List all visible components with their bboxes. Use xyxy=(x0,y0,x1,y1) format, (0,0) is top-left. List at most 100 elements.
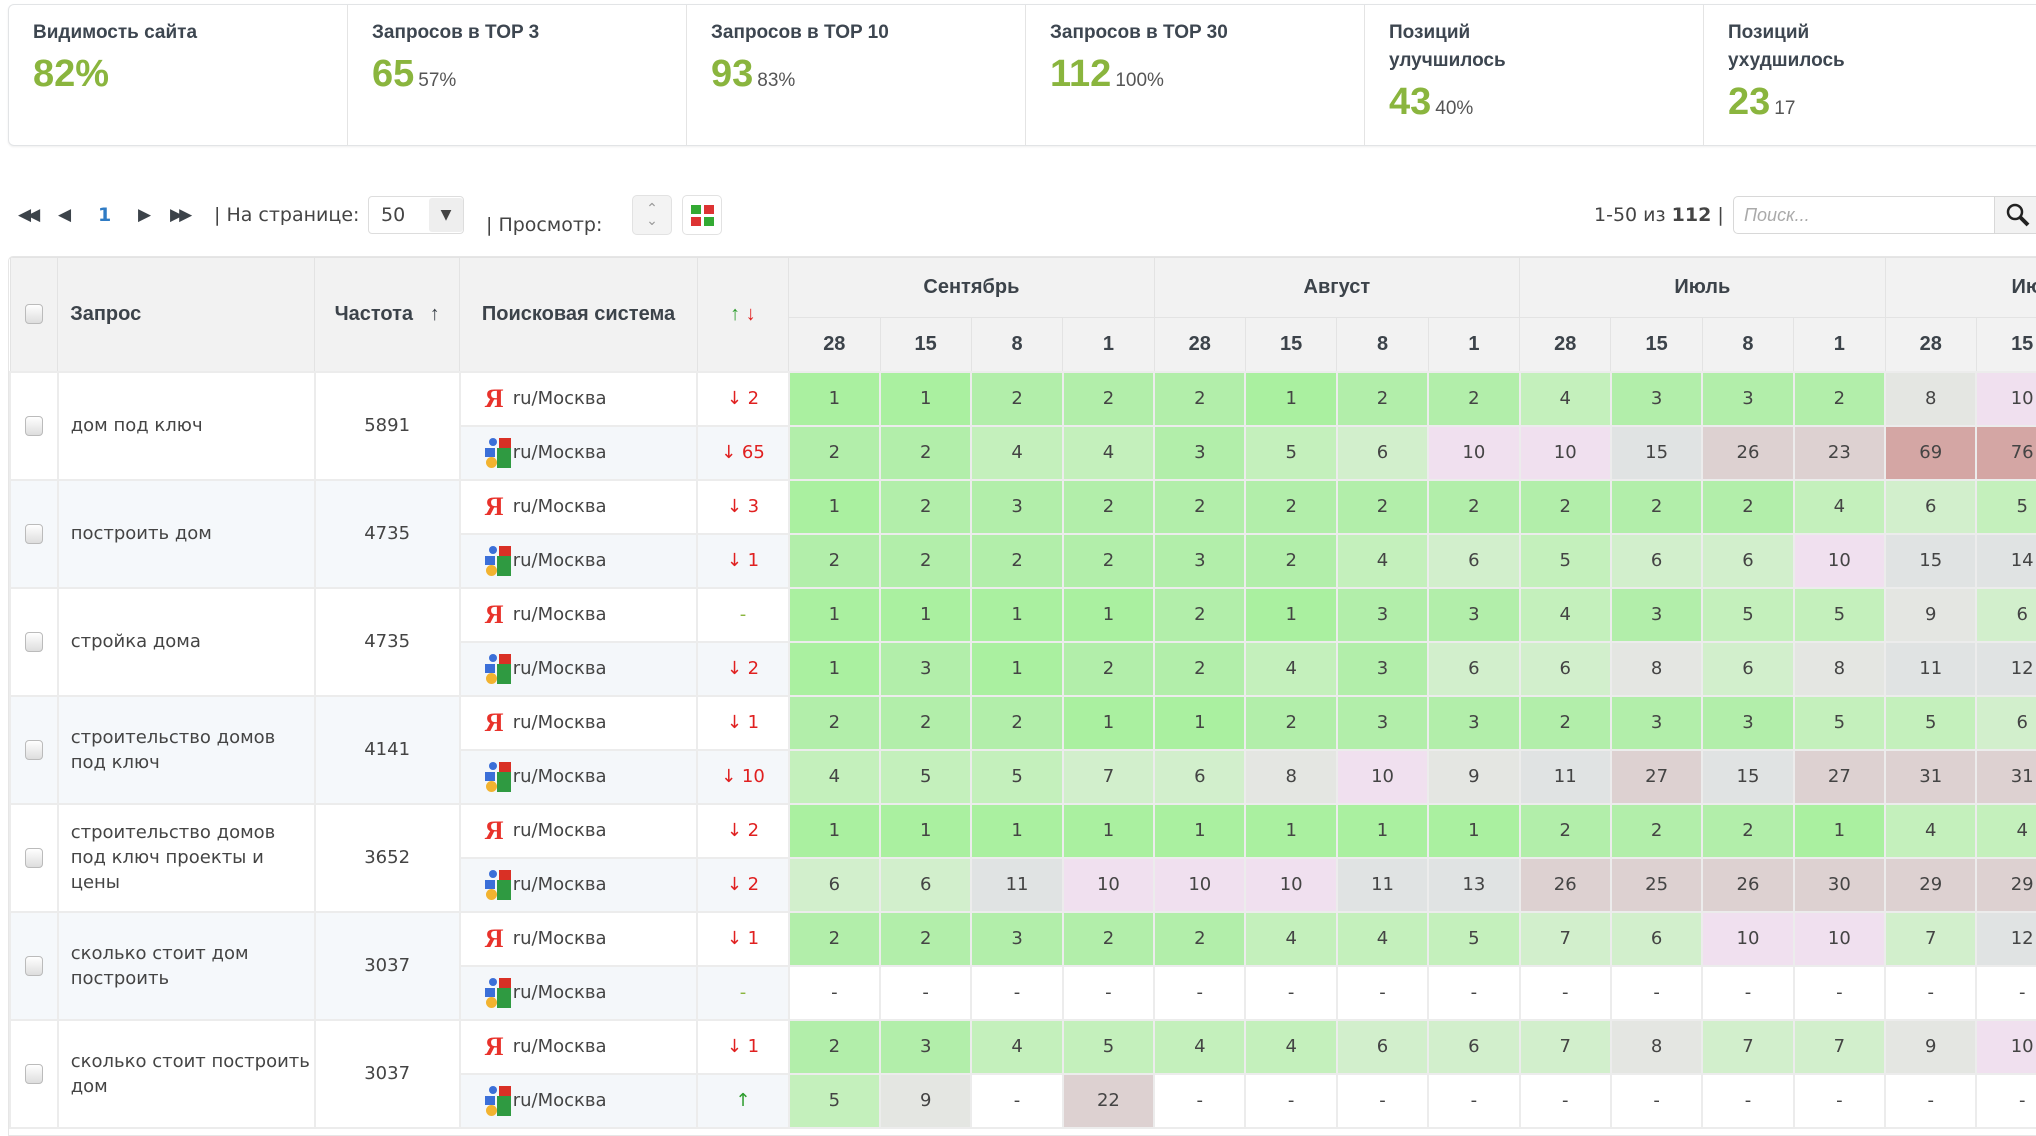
position-cell[interactable]: 6 xyxy=(878,856,973,913)
position-cell[interactable]: 1 xyxy=(1244,586,1338,643)
position-cell[interactable]: 3 xyxy=(1609,370,1704,427)
position-cell[interactable]: 2 xyxy=(878,532,973,589)
position-cell[interactable]: - xyxy=(787,964,882,1021)
position-cell[interactable]: 2 xyxy=(1153,370,1247,427)
position-cell[interactable]: - xyxy=(1884,1072,1978,1129)
position-cell[interactable]: - xyxy=(1975,1072,2036,1129)
position-cell[interactable]: 10 xyxy=(1244,856,1338,913)
search-button[interactable] xyxy=(1995,196,2036,234)
position-cell[interactable]: 6 xyxy=(1884,478,1978,535)
position-cell[interactable]: 5 xyxy=(1792,586,1887,643)
position-cell[interactable]: 1 xyxy=(878,370,973,427)
position-cell[interactable]: 6 xyxy=(1427,532,1521,589)
position-cell[interactable]: - xyxy=(1427,1072,1521,1129)
position-cell[interactable]: 3 xyxy=(1335,694,1430,751)
position-cell[interactable]: 6 xyxy=(787,856,882,913)
position-cell[interactable]: 5 xyxy=(878,748,973,805)
position-cell[interactable]: - xyxy=(1701,1072,1795,1129)
position-cell[interactable]: 4 xyxy=(1061,424,1156,481)
position-cell[interactable]: 7 xyxy=(1792,1018,1887,1075)
position-cell[interactable]: 26 xyxy=(1518,856,1612,913)
position-cell[interactable]: 6 xyxy=(1153,748,1247,805)
position-cell[interactable]: 2 xyxy=(1153,640,1247,697)
position-cell[interactable]: 1 xyxy=(1244,370,1338,427)
position-cell[interactable]: - xyxy=(1153,964,1247,1021)
position-cell[interactable]: 2 xyxy=(1244,694,1338,751)
position-cell[interactable]: 3 xyxy=(1153,424,1247,481)
search-input[interactable]: Поиск... xyxy=(1733,196,1995,234)
position-cell[interactable]: 10 xyxy=(1975,1018,2036,1075)
position-cell[interactable]: 14 xyxy=(1975,532,2036,589)
day-header[interactable]: 8 xyxy=(970,317,1064,372)
position-cell[interactable]: 7 xyxy=(1518,1018,1612,1075)
position-cell[interactable]: - xyxy=(1518,1072,1612,1129)
position-cell[interactable]: 3 xyxy=(878,640,973,697)
position-cell[interactable]: 4 xyxy=(1884,802,1978,859)
position-cell[interactable]: - xyxy=(1335,1072,1430,1129)
position-cell[interactable]: 31 xyxy=(1975,748,2036,805)
position-cell[interactable]: 1 xyxy=(787,478,882,535)
query-text[interactable]: сколько стоит дом построить xyxy=(56,910,316,1021)
position-cell[interactable]: - xyxy=(1335,964,1430,1021)
query-text[interactable]: сколько стоит построить дом xyxy=(56,1018,316,1129)
position-cell[interactable]: 7 xyxy=(1701,1018,1795,1075)
position-cell[interactable]: 4 xyxy=(1153,1018,1247,1075)
position-cell[interactable]: 11 xyxy=(970,856,1064,913)
row-checkbox[interactable] xyxy=(24,956,43,976)
position-cell[interactable]: - xyxy=(1975,964,2036,1021)
position-cell[interactable]: 12 xyxy=(1975,640,2036,697)
position-cell[interactable]: 3 xyxy=(878,1018,973,1075)
position-cell[interactable]: 4 xyxy=(1518,370,1612,427)
position-cell[interactable]: 4 xyxy=(1335,532,1430,589)
position-cell[interactable]: 10 xyxy=(1792,910,1887,967)
row-checkbox[interactable] xyxy=(24,416,43,436)
day-header[interactable]: 15 xyxy=(879,317,972,372)
position-cell[interactable]: 2 xyxy=(1153,910,1247,967)
position-cell[interactable]: - xyxy=(1609,1072,1704,1129)
position-cell[interactable]: 3 xyxy=(1427,586,1521,643)
day-header[interactable]: 15 xyxy=(1610,317,1703,372)
position-cell[interactable]: 2 xyxy=(878,478,973,535)
position-cell[interactable]: - xyxy=(1884,964,1978,1021)
position-cell[interactable]: 2 xyxy=(1153,586,1247,643)
view-sort-button[interactable]: ⌃ ⌄ xyxy=(632,195,672,235)
position-cell[interactable]: 10 xyxy=(1427,424,1521,481)
position-cell[interactable]: 2 xyxy=(1518,478,1612,535)
position-cell[interactable]: 10 xyxy=(1792,532,1887,589)
position-cell[interactable]: - xyxy=(1061,964,1156,1021)
position-cell[interactable]: 1 xyxy=(1061,586,1156,643)
position-cell[interactable]: 1 xyxy=(1061,694,1156,751)
position-cell[interactable]: 2 xyxy=(970,532,1064,589)
position-cell[interactable]: 9 xyxy=(1884,1018,1978,1075)
position-cell[interactable]: 29 xyxy=(1884,856,1978,913)
position-cell[interactable]: 26 xyxy=(1701,424,1795,481)
position-cell[interactable]: 3 xyxy=(1153,532,1247,589)
position-cell[interactable]: 8 xyxy=(1884,370,1978,427)
position-cell[interactable]: 2 xyxy=(1701,802,1795,859)
position-cell[interactable]: - xyxy=(1244,964,1338,1021)
position-cell[interactable]: 3 xyxy=(1335,586,1430,643)
per-page-select[interactable]: 50 ▼ xyxy=(368,196,464,234)
position-cell[interactable]: 5 xyxy=(1792,694,1887,751)
position-cell[interactable]: 1 xyxy=(970,586,1064,643)
position-cell[interactable]: 5 xyxy=(1427,910,1521,967)
position-cell[interactable]: 10 xyxy=(1335,748,1430,805)
position-cell[interactable]: 2 xyxy=(787,1018,882,1075)
position-cell[interactable]: 1 xyxy=(1153,802,1247,859)
position-cell[interactable]: 5 xyxy=(970,748,1064,805)
query-text[interactable]: строительство домов под ключ проекты и ц… xyxy=(56,802,316,913)
position-cell[interactable]: 2 xyxy=(1792,370,1887,427)
position-cell[interactable]: 6 xyxy=(1975,694,2036,751)
position-cell[interactable]: - xyxy=(878,964,973,1021)
position-cell[interactable]: 29 xyxy=(1975,856,2036,913)
position-cell[interactable]: 3 xyxy=(1335,640,1430,697)
row-checkbox[interactable] xyxy=(24,848,43,868)
position-cell[interactable]: 2 xyxy=(787,424,882,481)
position-cell[interactable]: 11 xyxy=(1518,748,1612,805)
position-cell[interactable]: 2 xyxy=(787,532,882,589)
position-cell[interactable]: 1 xyxy=(1335,802,1430,859)
position-cell[interactable]: 2 xyxy=(1244,532,1338,589)
position-cell[interactable]: 8 xyxy=(1244,748,1338,805)
position-cell[interactable]: 3 xyxy=(1427,694,1521,751)
position-cell[interactable]: 4 xyxy=(1975,802,2036,859)
